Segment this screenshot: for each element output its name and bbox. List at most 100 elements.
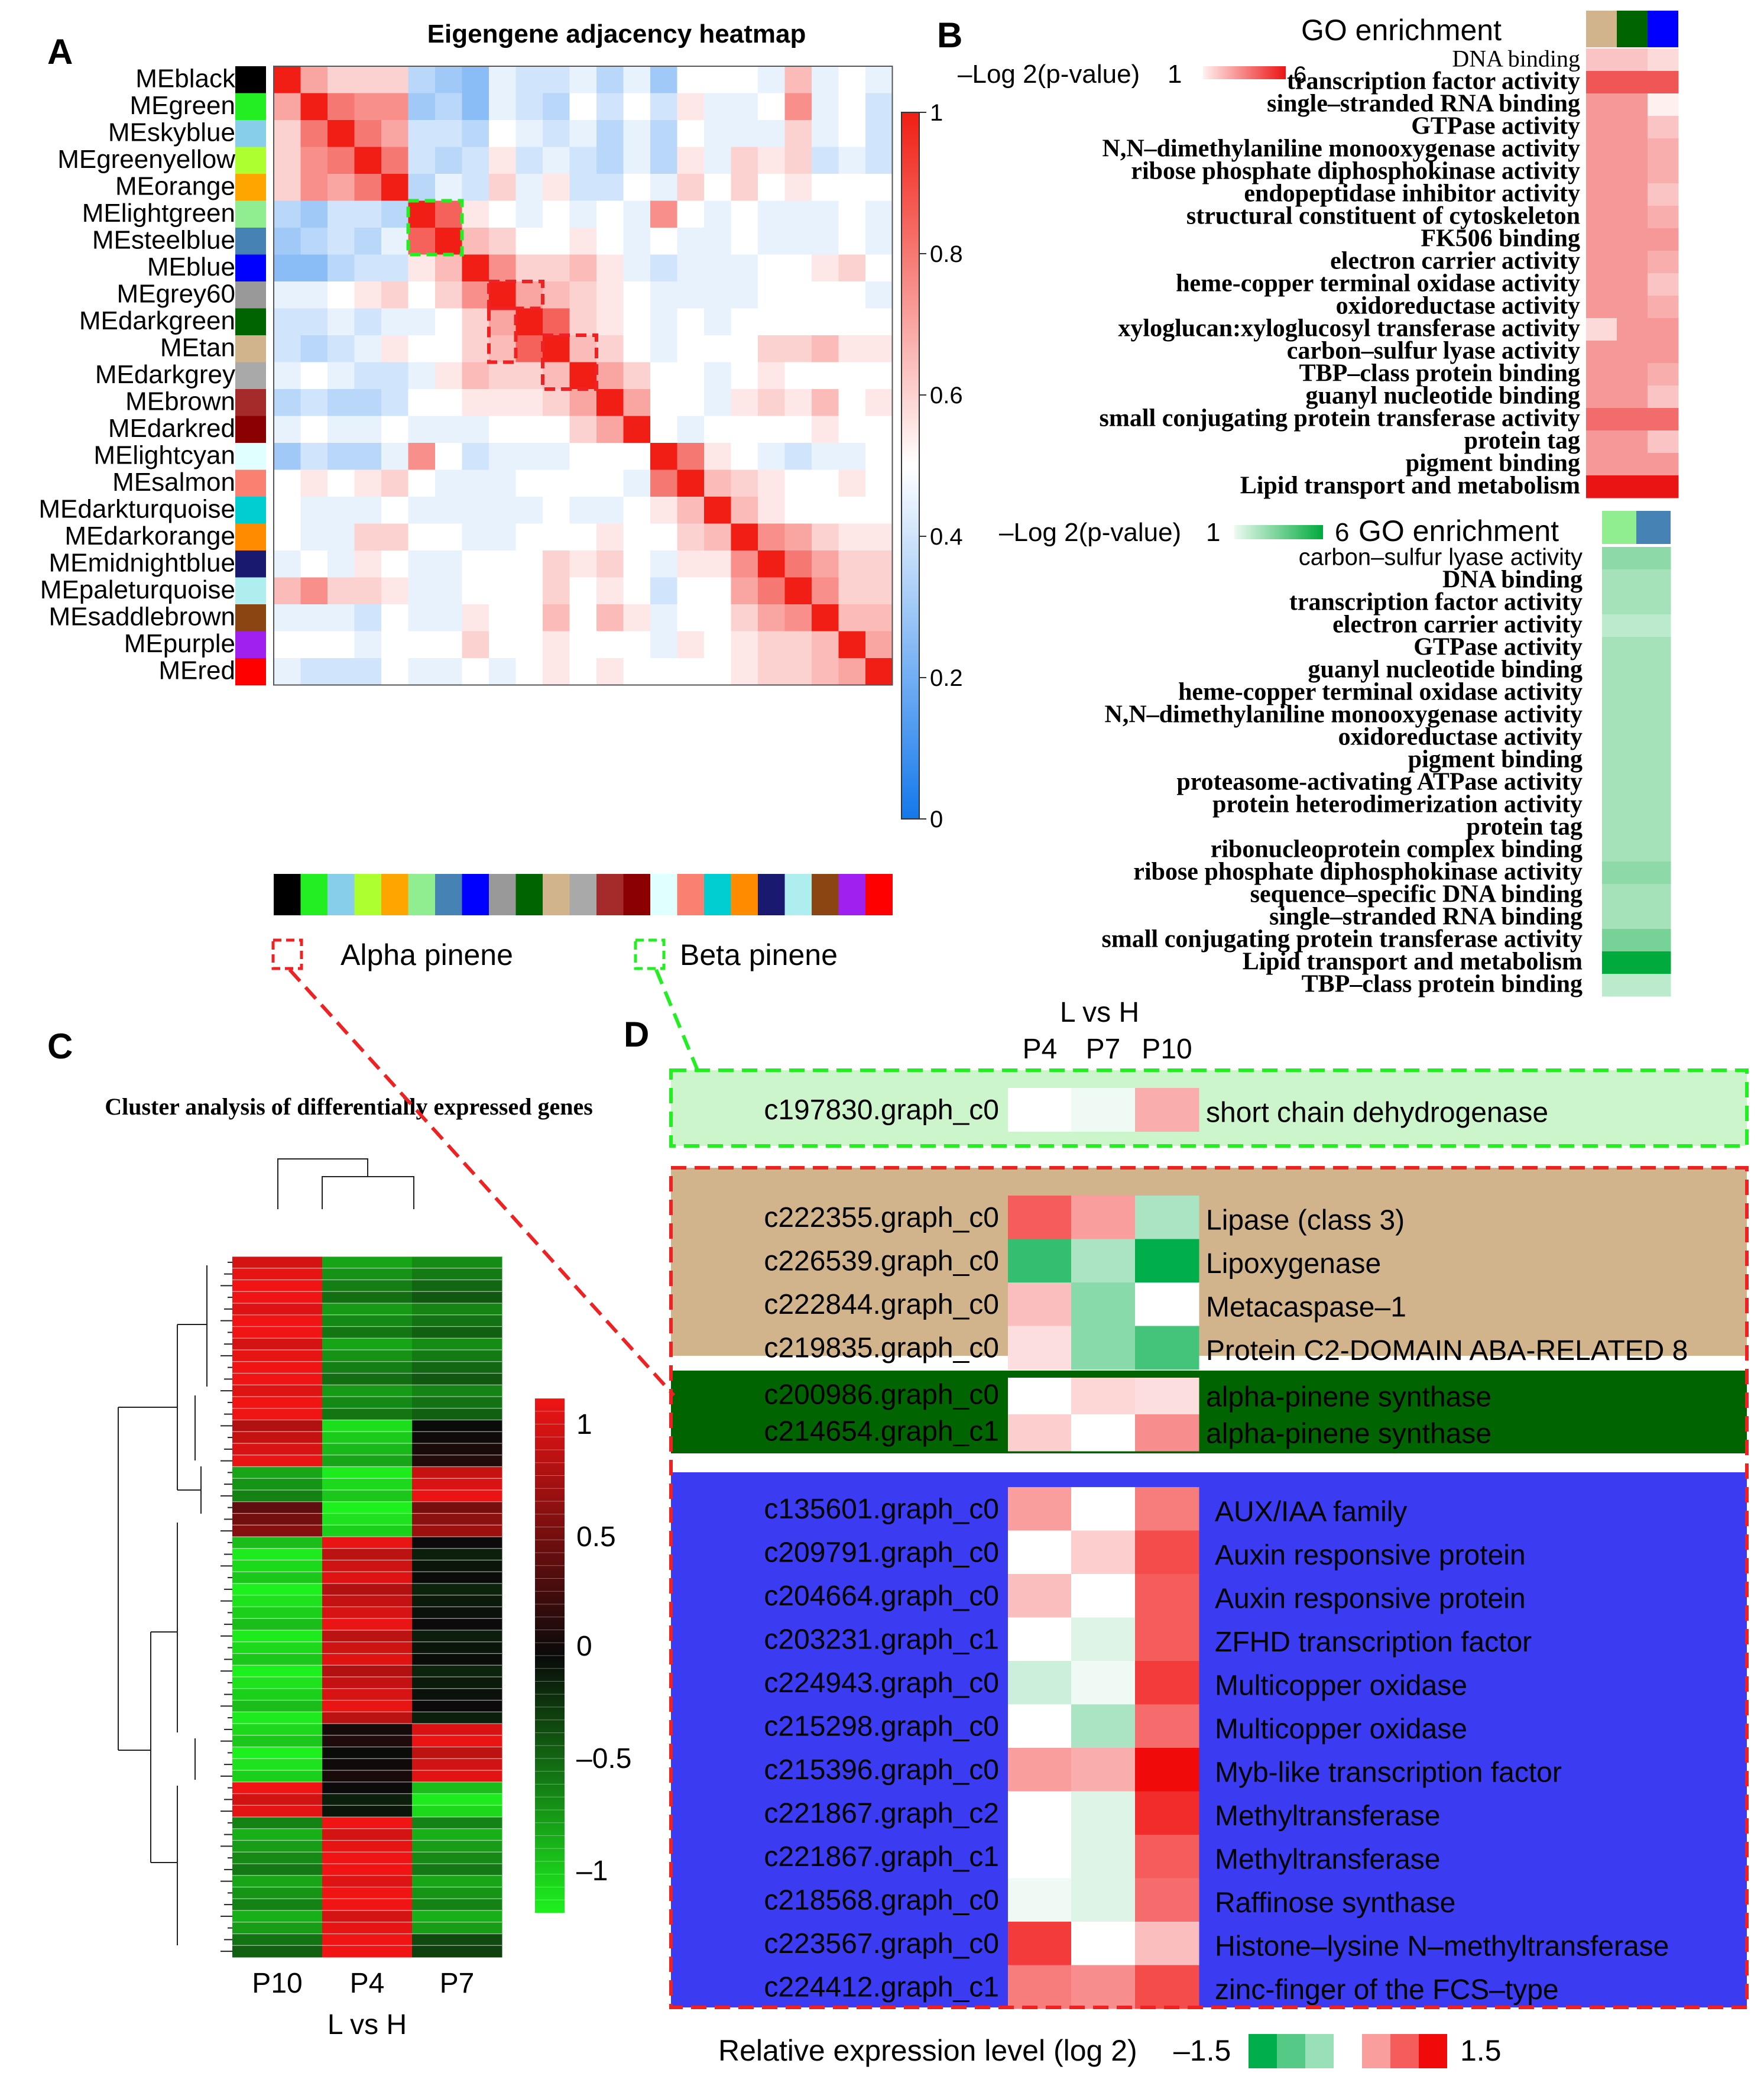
beta-pinene-outline bbox=[669, 1068, 1749, 1148]
cluster-cell bbox=[412, 1326, 502, 1339]
adjacency-cell bbox=[596, 469, 624, 497]
expression-cell bbox=[1008, 1791, 1072, 1835]
gene-id-label: c221867.graph_c2 bbox=[764, 1797, 999, 1829]
adjacency-cell bbox=[354, 523, 382, 551]
go-term-label: heme-copper terminal oxidase activity bbox=[1176, 270, 1580, 297]
adjacency-cell bbox=[731, 497, 758, 524]
adjacency-cell bbox=[865, 174, 893, 202]
adjacency-cell bbox=[381, 362, 409, 390]
adjacency-cell bbox=[596, 604, 624, 632]
adjacency-cell bbox=[300, 550, 328, 578]
adjacency-cell bbox=[784, 469, 812, 497]
go-cell bbox=[1602, 929, 1637, 952]
go-cell bbox=[1586, 71, 1617, 94]
adjacency-cell bbox=[381, 254, 409, 282]
adjacency-cell bbox=[569, 200, 597, 228]
go-cell bbox=[1648, 430, 1679, 454]
cluster-cell bbox=[232, 1385, 323, 1397]
adjacency-cell bbox=[704, 631, 732, 659]
adjacency-cell bbox=[677, 228, 705, 255]
go-cell bbox=[1617, 408, 1648, 431]
adjacency-cell bbox=[865, 658, 893, 686]
go-term-label: electron carrier activity bbox=[1332, 611, 1583, 638]
panel-label-b: B bbox=[937, 15, 962, 55]
adjacency-cell bbox=[677, 362, 705, 390]
adjacency-cell bbox=[650, 281, 678, 309]
go-term-label: protein tag bbox=[1467, 813, 1583, 840]
adjacency-cell bbox=[704, 523, 732, 551]
adjacency-cell bbox=[731, 469, 758, 497]
adjacency-cell bbox=[865, 469, 893, 497]
adjacency-cell bbox=[569, 281, 597, 309]
adjacency-cell bbox=[462, 469, 489, 497]
go-cell bbox=[1586, 475, 1617, 498]
adjacency-cell bbox=[677, 308, 705, 336]
go-cell bbox=[1617, 363, 1648, 386]
cluster-cell bbox=[412, 1537, 502, 1549]
adjacency-cell bbox=[515, 658, 543, 686]
cluster-cell bbox=[232, 1607, 323, 1619]
go-cell bbox=[1648, 228, 1679, 251]
module-col-swatch bbox=[489, 874, 516, 915]
adjacency-cell bbox=[515, 254, 543, 282]
adjacency-cell bbox=[758, 147, 786, 174]
adjacency-cell bbox=[650, 120, 678, 148]
adjacency-cell bbox=[408, 443, 436, 471]
adjacency-cell bbox=[838, 631, 866, 659]
adjacency-cell bbox=[327, 469, 355, 497]
adjacency-cell bbox=[596, 120, 624, 148]
adjacency-cell bbox=[677, 658, 705, 686]
adjacency-cell bbox=[596, 658, 624, 686]
adjacency-cell bbox=[812, 604, 839, 632]
module-row-label: MEsteelblue bbox=[92, 225, 235, 254]
go-cell bbox=[1636, 884, 1671, 907]
gene-id-label: c226539.graph_c0 bbox=[764, 1245, 999, 1277]
cluster-cell bbox=[322, 1268, 413, 1280]
adjacency-cell bbox=[650, 228, 678, 255]
adjacency-cell bbox=[569, 174, 597, 202]
adjacency-cell bbox=[274, 362, 301, 390]
adjacency-cell bbox=[784, 631, 812, 659]
go-cell bbox=[1586, 408, 1617, 431]
adjacency-cell bbox=[784, 281, 812, 309]
expression-cell bbox=[1071, 1617, 1136, 1662]
expression-cell bbox=[1135, 1326, 1199, 1370]
adjacency-cell bbox=[489, 254, 517, 282]
adjacency-cell bbox=[489, 228, 517, 255]
adjacency-cell bbox=[838, 416, 866, 443]
adjacency-cell bbox=[354, 335, 382, 363]
cluster-cell bbox=[322, 1537, 413, 1549]
go-column-color bbox=[1648, 11, 1678, 47]
go-cell bbox=[1602, 547, 1637, 570]
module-col-swatch bbox=[569, 874, 597, 915]
go-cell bbox=[1636, 704, 1671, 727]
adjacency-cell bbox=[435, 416, 463, 443]
adjacency-cell bbox=[489, 497, 517, 524]
cluster-cell bbox=[412, 1408, 502, 1420]
go-cell bbox=[1602, 592, 1637, 615]
adjacency-cell bbox=[489, 443, 517, 471]
adjacency-cell bbox=[543, 120, 570, 148]
go-term-label: transcription factor activity bbox=[1287, 67, 1580, 95]
adjacency-cell bbox=[596, 389, 624, 417]
cluster-cell bbox=[322, 1431, 413, 1444]
module-row-label: MEdarkorange bbox=[64, 522, 235, 550]
adjacency-cell bbox=[435, 228, 463, 255]
gene-annotation-label: Lipase (class 3) bbox=[1206, 1204, 1405, 1236]
adjacency-cell bbox=[381, 66, 409, 94]
cluster-cell bbox=[322, 1466, 413, 1479]
go-column-color bbox=[1602, 511, 1636, 544]
adjacency-cell bbox=[543, 200, 570, 228]
module-col-swatch bbox=[758, 874, 785, 915]
gene-annotation-label: Raffinose synthase bbox=[1215, 1887, 1455, 1919]
adjacency-cell bbox=[731, 658, 758, 686]
go-term-label: GTPase activity bbox=[1411, 112, 1580, 140]
module-row-swatch bbox=[235, 604, 266, 631]
cluster-column-label: P10 bbox=[252, 1968, 302, 1999]
adjacency-cell bbox=[623, 469, 651, 497]
go-cell bbox=[1617, 93, 1648, 116]
cluster-cell bbox=[232, 1268, 323, 1280]
adjacency-cell bbox=[704, 389, 732, 417]
go-cell bbox=[1617, 183, 1648, 206]
cluster-cell bbox=[412, 1677, 502, 1689]
